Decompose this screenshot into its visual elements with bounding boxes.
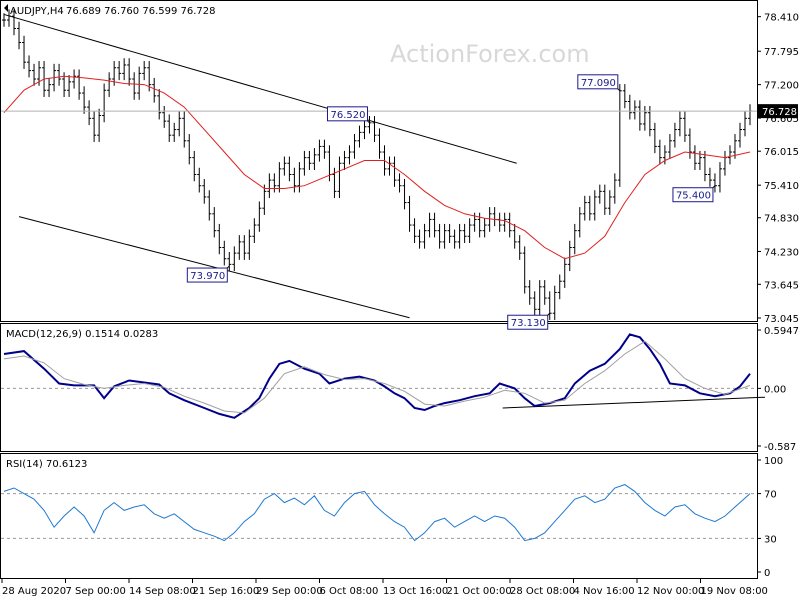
x-tick-label: 28 Oct 08:00 xyxy=(510,586,575,597)
x-tick-label: 6 Oct 08:00 xyxy=(320,586,379,597)
y-tick-label: 76.015 xyxy=(764,147,799,158)
level-label-box xyxy=(326,106,368,122)
x-tick-label: 29 Sep 00:00 xyxy=(256,586,323,597)
x-tick-label: 4 Nov 16:00 xyxy=(574,586,635,597)
y-tick-label: 0.00 xyxy=(764,384,786,395)
price-header: AUDJPY,H4 76.689 76.760 76.599 76.728 xyxy=(4,4,216,17)
y-tick-label: 0 xyxy=(764,568,770,579)
level-label: 76.520 xyxy=(330,110,365,121)
macd-line xyxy=(3,333,751,419)
x-tick-label: 19 Nov 08:00 xyxy=(701,586,768,597)
trendline xyxy=(18,216,410,319)
level-label-box xyxy=(186,267,228,283)
macd-panel xyxy=(0,323,758,452)
y-tick-label: 78.410 xyxy=(764,13,799,24)
level-label-pointer xyxy=(226,265,230,269)
header-symbol: AUDJPY,H4 xyxy=(10,6,64,17)
level-label: 73.970 xyxy=(190,271,225,282)
x-tick-label: 21 Oct 00:00 xyxy=(447,586,512,597)
y-tick-label: 70 xyxy=(764,490,777,501)
y-tick-label: 74.830 xyxy=(764,214,799,225)
signal-line xyxy=(3,340,751,414)
y-tick-label: 74.230 xyxy=(764,247,799,258)
y-tick-label: 77.200 xyxy=(764,81,799,92)
watermark: ActionForex.com xyxy=(390,40,590,68)
macd-layer xyxy=(1,333,766,419)
rsi-panel xyxy=(0,453,758,579)
level-label: 75.400 xyxy=(676,191,711,202)
y-tick-label: 75.410 xyxy=(764,181,799,192)
level-label: 77.090 xyxy=(581,78,616,89)
level-label-pointer xyxy=(617,88,621,92)
level-label-box xyxy=(672,187,714,203)
level-label-pointer xyxy=(712,185,716,189)
y-tick-label: 30 xyxy=(764,534,777,545)
x-tick-label: 12 Nov 00:00 xyxy=(637,586,704,597)
y-tick-label: 100 xyxy=(764,456,783,467)
x-tick-label: 14 Sep 08:00 xyxy=(129,586,196,597)
level-label: 73.130 xyxy=(511,318,546,329)
rsi-title: RSI(14) 70.6123 xyxy=(6,459,87,470)
y-tick-label: 76.605 xyxy=(764,114,799,125)
trendline xyxy=(3,13,517,164)
level-label-box xyxy=(577,74,619,90)
rsi-line xyxy=(3,484,751,542)
x-tick-label: 21 Sep 16:00 xyxy=(193,586,260,597)
header-arrow-icon xyxy=(4,4,8,12)
current-price-box xyxy=(758,104,798,119)
moving-average xyxy=(3,75,751,260)
level-label-pointer xyxy=(367,120,370,124)
level-label-pointer xyxy=(547,312,551,316)
macd-title: MACD(12,26,9) 0.1514 0.0283 xyxy=(6,329,158,340)
y-tick-label: -0.587 xyxy=(764,442,796,453)
trendline xyxy=(502,396,766,409)
price-layer: 76.520 73.970 73.130 77.090 75.400 xyxy=(1,9,757,330)
x-tick-label: 7 Sep 00:00 xyxy=(66,586,126,597)
current-price-label: 76.728 xyxy=(762,107,797,118)
x-tick-label: 13 Oct 16:00 xyxy=(383,586,448,597)
level-label-box xyxy=(507,314,549,330)
y-tick-label: 73.045 xyxy=(764,314,799,325)
y-tick-label: 77.795 xyxy=(764,47,799,58)
axis-layer: 78.410 77.795 77.200 76.605 76.015 75.410 74.8… xyxy=(1,13,799,597)
x-tick-label: 28 Aug 2020 xyxy=(2,586,66,597)
y-tick-label: 73.645 xyxy=(764,280,799,291)
rsi-layer xyxy=(1,484,757,542)
y-tick-label: 0.5947 xyxy=(764,326,799,337)
header-ohlc: 76.689 76.760 76.599 76.728 xyxy=(66,6,216,17)
